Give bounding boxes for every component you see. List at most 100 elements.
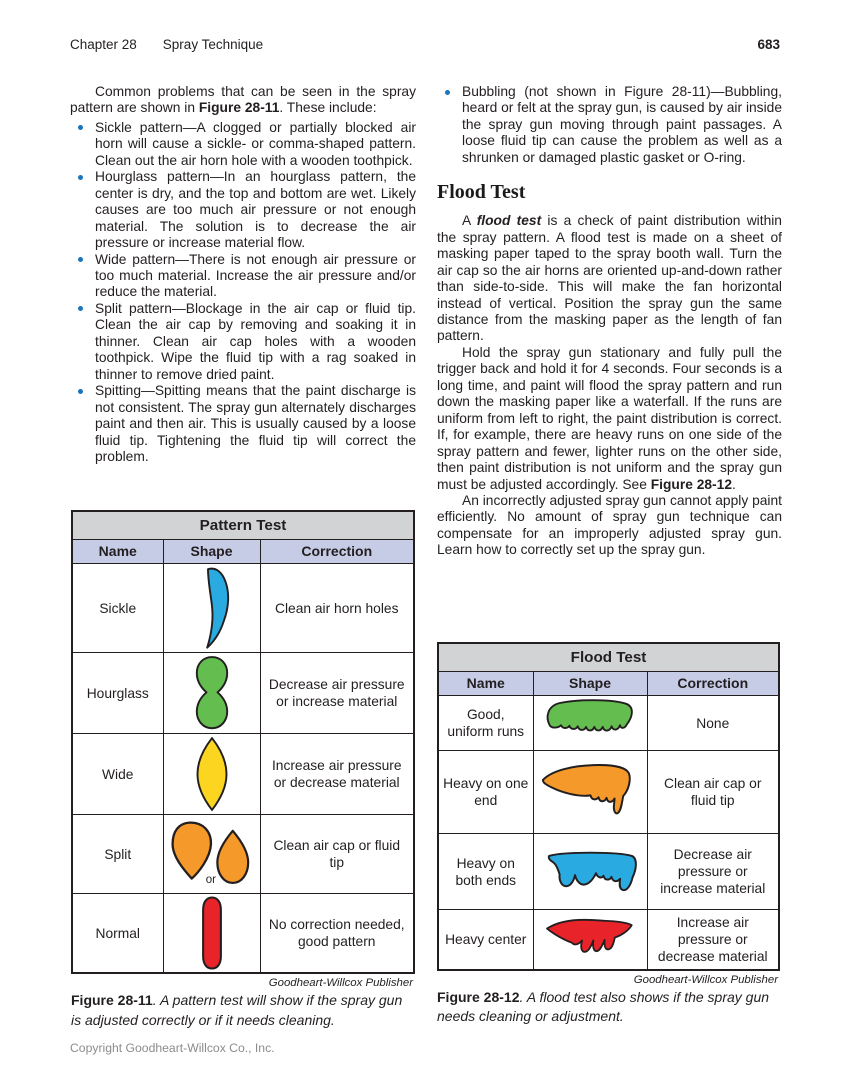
bullet-icon [78,257,83,263]
good-uniform-runs-shape-icon [546,699,633,732]
cell-shape [162,652,261,734]
list-item-text: Spitting—Spitting means that the paint d… [95,383,416,464]
cell-correction: Clean air cap or fluid tip [646,750,780,834]
column-header-correction: Correction [259,539,415,564]
split-right-shape-icon [216,829,250,885]
list-item-wide: Wide pattern—There is not enough air pre… [70,252,416,301]
section-heading-flood-test: Flood Test [437,181,526,204]
figure-28-11-caption: Figure 28-11. A pattern test will show i… [71,991,413,1030]
figure-28-12-caption: Figure 28-12. A flood test also shows if… [437,988,778,1027]
cell-correction: No correction needed, good pattern [259,893,415,974]
cell-correction: Clean air horn holes [259,563,415,653]
bullet-icon [445,89,450,95]
cell-name: Sickle [71,563,164,653]
page-number: 683 [757,37,780,52]
table-row: Split or Clean air cap or fluid tip [71,814,415,894]
bubbling-list: Bubbling (not shown in Figure 28-11)—Bub… [437,84,782,166]
caption-label: Figure 28-12 [437,988,520,1005]
paragraph-text: Hold the spray gun stationary and fully … [437,344,782,492]
chapter-title: Spray Technique [162,37,264,52]
hourglass-shape-icon [195,656,228,730]
flood-test-table: Flood Test Name Shape Correction Good, u… [437,642,781,971]
cell-name: Wide [71,733,164,815]
flood-paragraph-3: An incorrectly adjusted spray gun cannot… [437,492,782,558]
flood-test-term: flood test [476,213,542,229]
list-item-text: Split pattern—Blockage in the air cap or… [95,300,416,382]
column-header-shape: Shape [532,671,648,696]
cell-shape [532,750,648,834]
cell-correction: None [646,695,780,751]
figure-28-11-reference: Figure 28-11 [198,100,280,116]
list-item-bubbling: Bubbling (not shown in Figure 28-11)—Bub… [437,84,782,166]
table-row: Heavy on both ends Decrease air pressure… [437,833,780,910]
table-row: Normal No correction needed, good patter… [71,893,415,974]
bullet-icon [78,174,83,180]
normal-shape-icon [201,896,222,970]
cell-name: Split [71,814,164,894]
cell-correction: Increase air pressure or decrease materi… [259,733,415,815]
header-left: Chapter 28 Spray Technique [70,37,263,52]
paragraph-text: is a check of paint distribution within … [437,213,782,344]
flood-paragraph-2: Hold the spray gun stationary and fully … [437,345,782,493]
column-header-name: Name [71,539,164,564]
list-item-spitting: Spitting—Spitting means that the paint d… [70,383,416,465]
table-row: Hourglass Decrease air pressure or incre… [71,652,415,734]
table-row: Heavy center Increase air pressure or de… [437,909,780,970]
cell-correction: Clean air cap or fluid tip [259,814,415,894]
caption-text: . A pattern test will show if the spray … [71,992,403,1028]
table-row: Wide Increase air pressure or decrease m… [71,733,415,815]
cell-shape [162,733,261,815]
heavy-on-one-end-shape-icon [541,764,631,815]
cell-name: Good, uniform runs [437,695,534,751]
list-item-text: Sickle pattern—A clogged or partially bl… [95,119,416,168]
intro-paragraph: Common problems that can be seen in the … [70,84,416,117]
cell-shape [532,909,648,970]
list-item-split: Split pattern—Blockage in the air cap or… [70,301,416,383]
cell-name: Heavy center [437,909,534,970]
bullet-icon [78,125,83,131]
flood-paragraph-1: A flood test is a check of paint distrib… [437,213,782,345]
copyright-line: Copyright Goodheart-Willcox Co., Inc. [70,1041,275,1055]
cell-shape [532,695,648,751]
list-item-text: Bubbling (not shown in Figure 28-11)—Bub… [462,84,782,165]
cell-shape [532,833,648,910]
sickle-shape-icon [205,567,229,649]
list-item-sickle: Sickle pattern—A clogged or partially bl… [70,120,416,169]
bullet-icon [78,306,83,312]
or-label: or [205,874,217,886]
column-header-name: Name [437,671,534,696]
table-row: Sickle Clean air horn holes [71,563,415,653]
left-column: Common problems that can be seen in the … [70,84,416,465]
cell-name: Normal [71,893,164,974]
chapter-number: Chapter 28 [70,37,137,52]
intro-text-after: . These include: [279,100,377,116]
running-header: Chapter 28 Spray Technique 683 [70,37,780,52]
caption-label: Figure 28-11 [71,992,153,1008]
table-row: Heavy on one end Clean air cap or fluid … [437,750,780,834]
publisher-credit: Goodheart-Willcox Publisher [633,973,778,986]
wide-shape-icon [196,737,227,811]
paragraph-text: . [732,476,736,492]
intro-text: Common problems that can be seen in the … [70,84,416,116]
right-column: Bubbling (not shown in Figure 28-11)—Bub… [437,84,782,559]
paragraph-text: A [462,213,477,229]
cell-shape [162,563,261,653]
column-header-shape: Shape [162,539,261,564]
cell-name: Heavy on both ends [437,833,534,910]
cell-correction: Increase air pressure or decrease materi… [646,909,780,970]
cell-shape: or [162,814,261,894]
pattern-test-table: Pattern Test Name Shape Correction Sickl… [71,510,415,974]
cell-correction: Decrease air pressure or increase materi… [646,833,780,910]
flood-test-figure: Flood Test Name Shape Correction Good, u… [437,642,781,1027]
table-row: Good, uniform runs None [437,695,780,751]
cell-shape [162,893,261,974]
column-header-correction: Correction [646,671,780,696]
list-item-text: Hourglass pattern—In an hourglass patter… [95,169,416,251]
pattern-problem-list: Sickle pattern—A clogged or partially bl… [70,120,416,466]
cell-correction: Decrease air pressure or increase materi… [259,652,415,734]
bullet-icon [78,388,83,394]
list-item-text: Wide pattern—There is not enough air pre… [95,251,416,300]
figure-28-12-reference: Figure 28-12 [650,476,732,492]
publisher-credit: Goodheart-Willcox Publisher [268,977,413,989]
